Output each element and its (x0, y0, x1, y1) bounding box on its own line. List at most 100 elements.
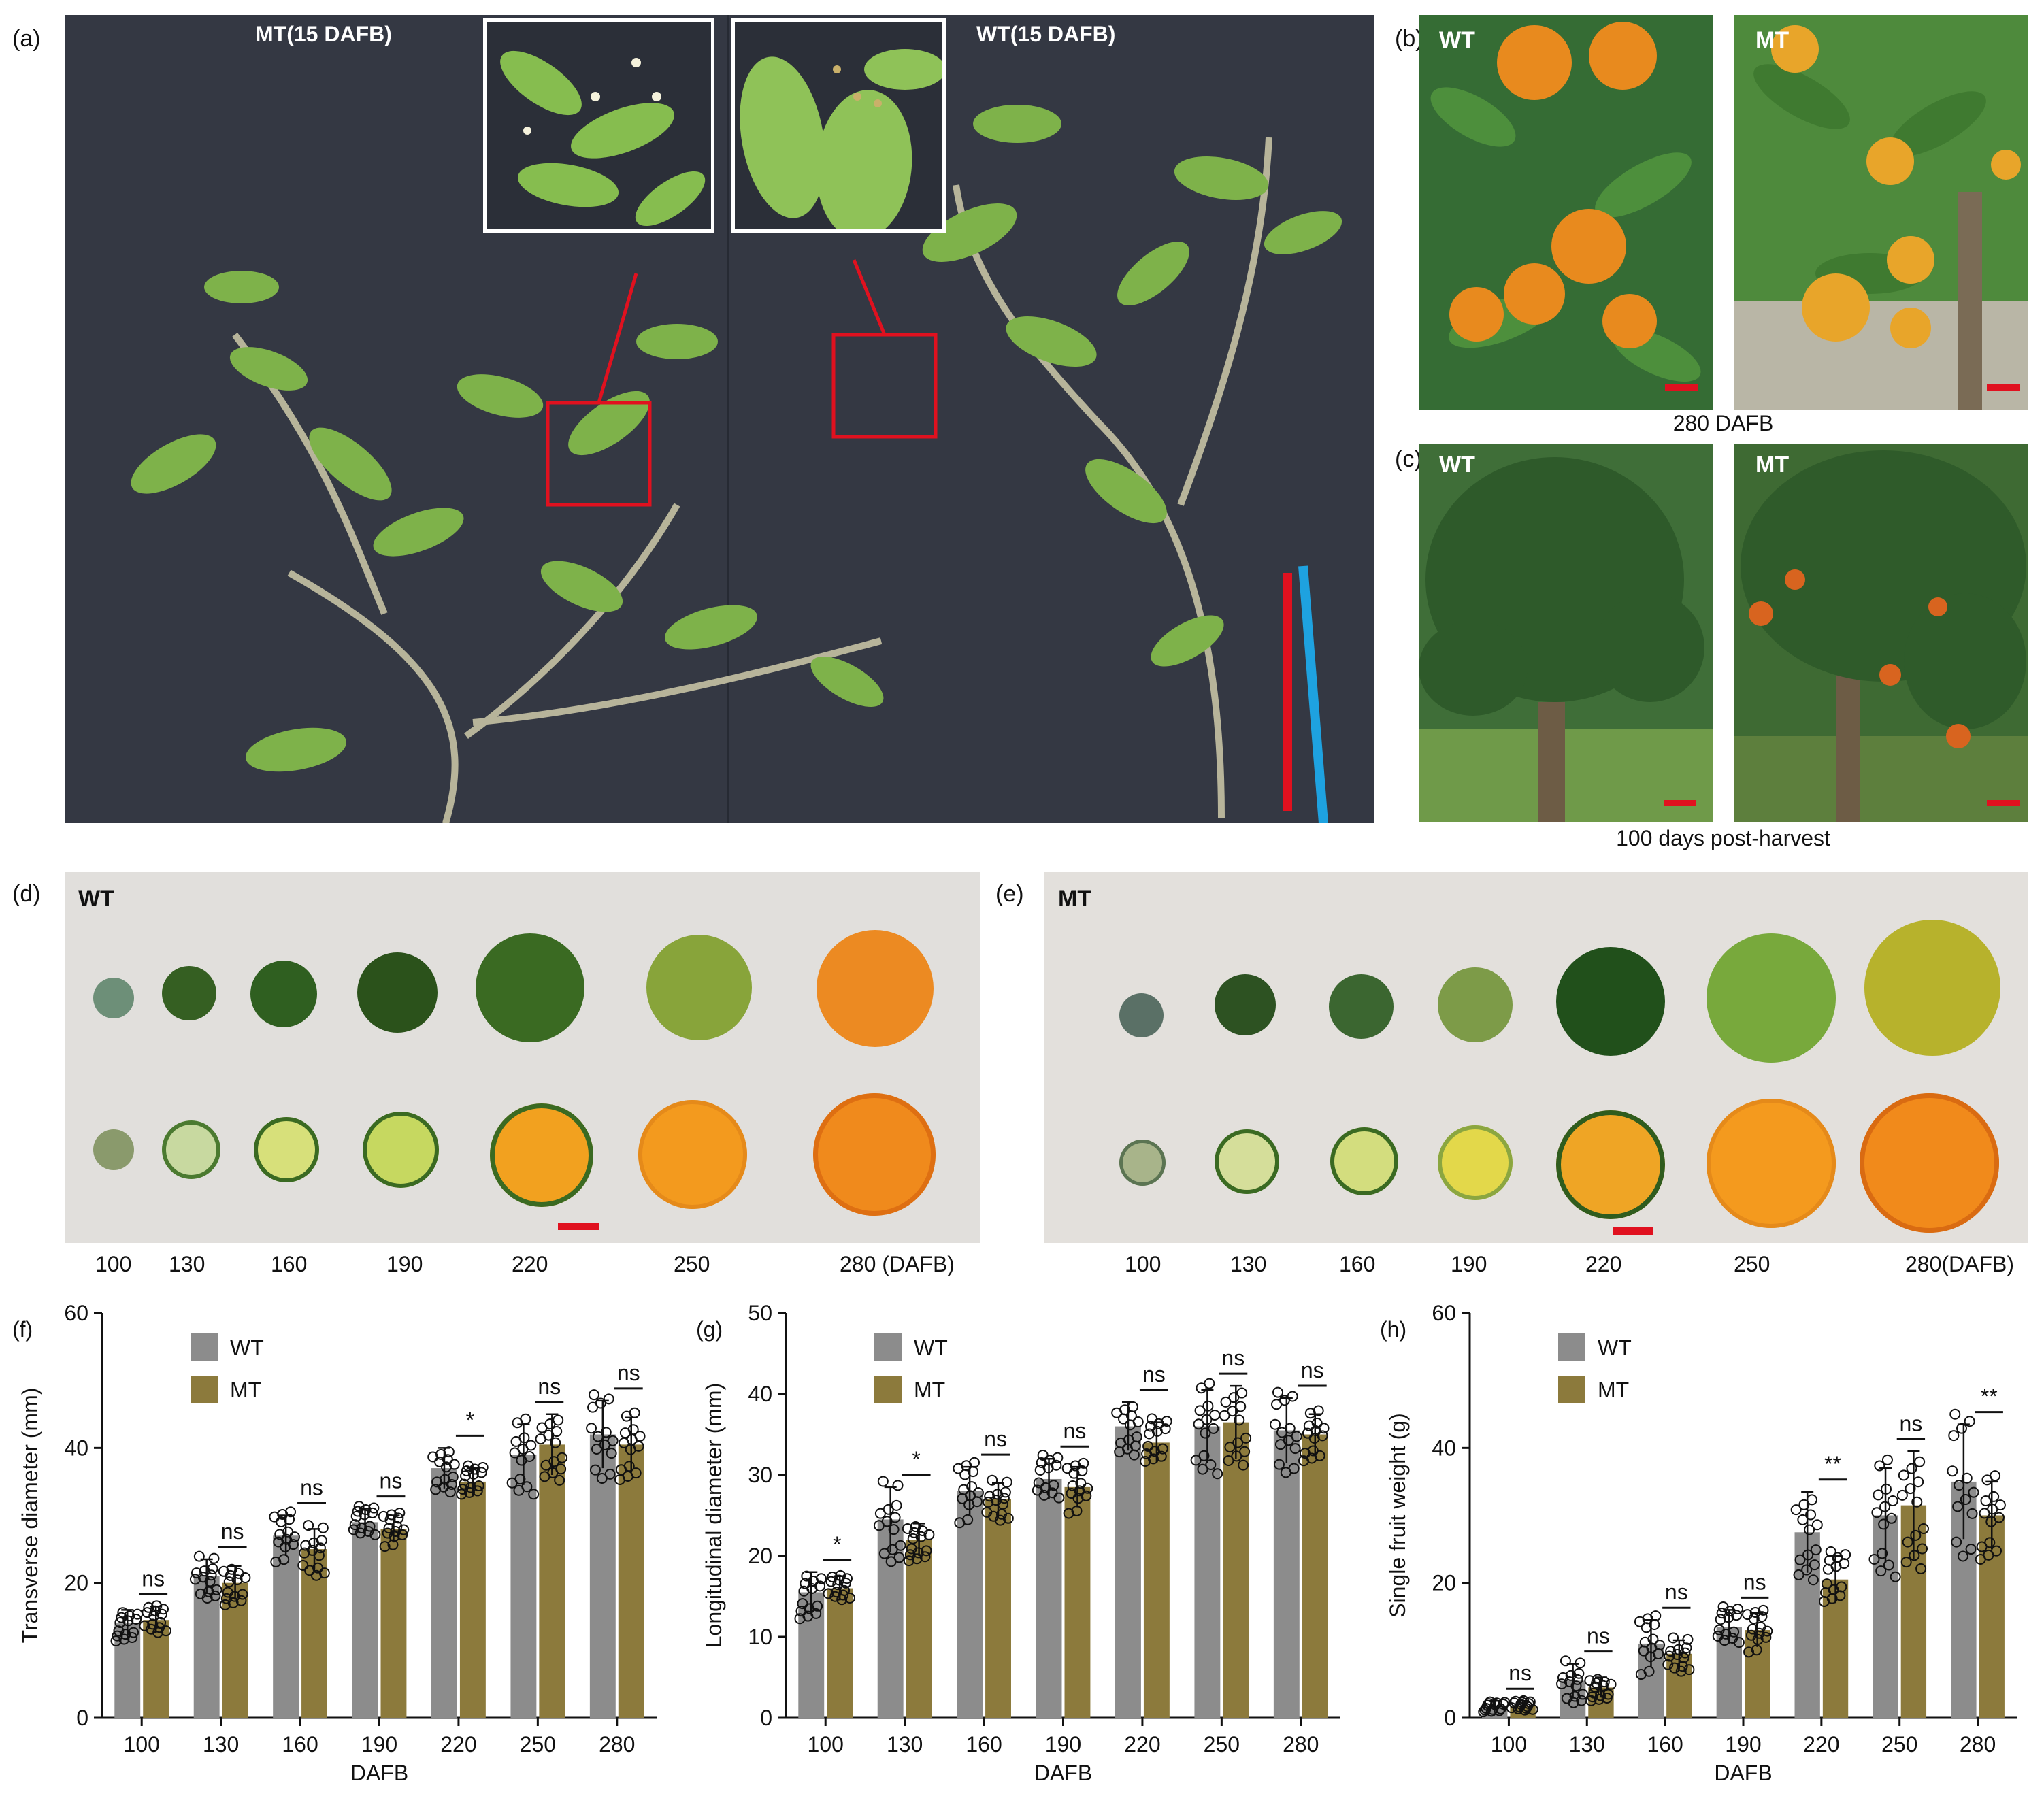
y-axis-label: Transverse diameter (mm) (18, 1388, 42, 1644)
b-caption: 280 DAFB (1672, 411, 1774, 435)
data-point (1161, 1416, 1172, 1427)
mt-bar (618, 1444, 644, 1718)
data-point (143, 1601, 154, 1613)
data-point (1751, 1644, 1762, 1656)
data-point (1235, 1401, 1247, 1412)
data-point (1289, 1443, 1301, 1455)
data-point (586, 1423, 597, 1434)
data-point (1000, 1486, 1011, 1498)
mt-bar (1143, 1442, 1170, 1718)
data-point (1825, 1546, 1836, 1557)
y-tick-label: 20 (748, 1544, 772, 1568)
data-point (1966, 1508, 1978, 1519)
data-point (1157, 1443, 1168, 1455)
data-point (904, 1549, 916, 1561)
wt-bar (352, 1522, 378, 1718)
data-point (360, 1504, 372, 1515)
data-point (1560, 1655, 1571, 1667)
fruit-100 (93, 978, 134, 1018)
data-point (906, 1543, 917, 1555)
d-tick: 190 (386, 1252, 423, 1276)
plants-illustration (131, 15, 1342, 823)
data-point (1732, 1604, 1743, 1615)
data-point (139, 1620, 150, 1631)
data-point (528, 1489, 540, 1500)
data-point (902, 1523, 913, 1534)
data-point (839, 1584, 851, 1596)
wt-bar (957, 1491, 983, 1718)
y-tick-label: 0 (1444, 1706, 1456, 1730)
significance-label: ns (1743, 1569, 1766, 1594)
data-point (1836, 1581, 1847, 1593)
e-tick: 280(DAFB) (1905, 1252, 2015, 1276)
data-point (1994, 1499, 2006, 1511)
data-point (131, 1614, 142, 1625)
mt-bar (143, 1620, 169, 1718)
data-point (634, 1431, 646, 1442)
scale-bar (1613, 1227, 1653, 1235)
e-tick: 100 (1125, 1252, 1161, 1276)
data-point (1201, 1414, 1213, 1425)
data-point (1758, 1604, 1769, 1616)
data-point (1728, 1626, 1740, 1638)
data-point (629, 1407, 640, 1418)
data-point (1602, 1689, 1614, 1700)
data-point (460, 1470, 472, 1482)
data-point (1677, 1661, 1688, 1672)
d-tick: 100 (95, 1252, 132, 1276)
data-point (110, 1635, 122, 1646)
data-point (1965, 1544, 1977, 1555)
data-point (1990, 1470, 2001, 1482)
data-point (312, 1562, 323, 1574)
data-point (456, 1489, 467, 1500)
mt-bar (985, 1499, 1011, 1718)
wt-bar (1273, 1430, 1300, 1718)
x-tick-label: 220 (1803, 1732, 1839, 1757)
data-point (355, 1527, 366, 1539)
data-point (1272, 1386, 1284, 1398)
data-point (218, 1565, 229, 1577)
data-point (199, 1565, 210, 1577)
data-point (1307, 1445, 1319, 1457)
fruit-section-220 (1556, 1110, 1665, 1219)
data-point (122, 1615, 134, 1627)
data-point (1287, 1391, 1298, 1402)
data-point (1902, 1536, 1913, 1548)
data-point (282, 1526, 294, 1538)
wt-legend-swatch (1558, 1333, 1585, 1361)
data-point (220, 1593, 232, 1604)
data-point (1810, 1544, 1822, 1556)
fruit-section-280 (813, 1093, 936, 1216)
data-point (124, 1610, 135, 1622)
data-point (1033, 1477, 1044, 1489)
significance-label: ns (300, 1476, 323, 1500)
data-point (1668, 1632, 1679, 1644)
data-point (1802, 1549, 1814, 1561)
fruit-130 (1215, 974, 1276, 1035)
wt-inset (731, 18, 946, 239)
data-point (208, 1552, 220, 1564)
data-point (550, 1437, 561, 1448)
data-point (525, 1440, 537, 1451)
data-point (1209, 1410, 1221, 1421)
data-point (1228, 1392, 1240, 1403)
data-point (1238, 1459, 1249, 1471)
data-point (812, 1600, 823, 1612)
data-point (889, 1512, 901, 1523)
data-point (1284, 1423, 1296, 1434)
data-point (1874, 1460, 1885, 1472)
data-point (1200, 1427, 1211, 1439)
fruit-160 (1329, 974, 1394, 1039)
data-point (1890, 1571, 1901, 1582)
data-point (1557, 1672, 1569, 1683)
data-point (1647, 1633, 1659, 1645)
data-point (1521, 1701, 1533, 1712)
data-point (518, 1432, 530, 1444)
x-tick-label: 160 (1647, 1732, 1683, 1757)
data-point (825, 1576, 837, 1587)
data-point (1909, 1550, 1920, 1561)
data-point (554, 1474, 565, 1486)
data-point (966, 1481, 978, 1493)
data-point (892, 1480, 904, 1491)
x-tick-label: 100 (124, 1732, 160, 1757)
